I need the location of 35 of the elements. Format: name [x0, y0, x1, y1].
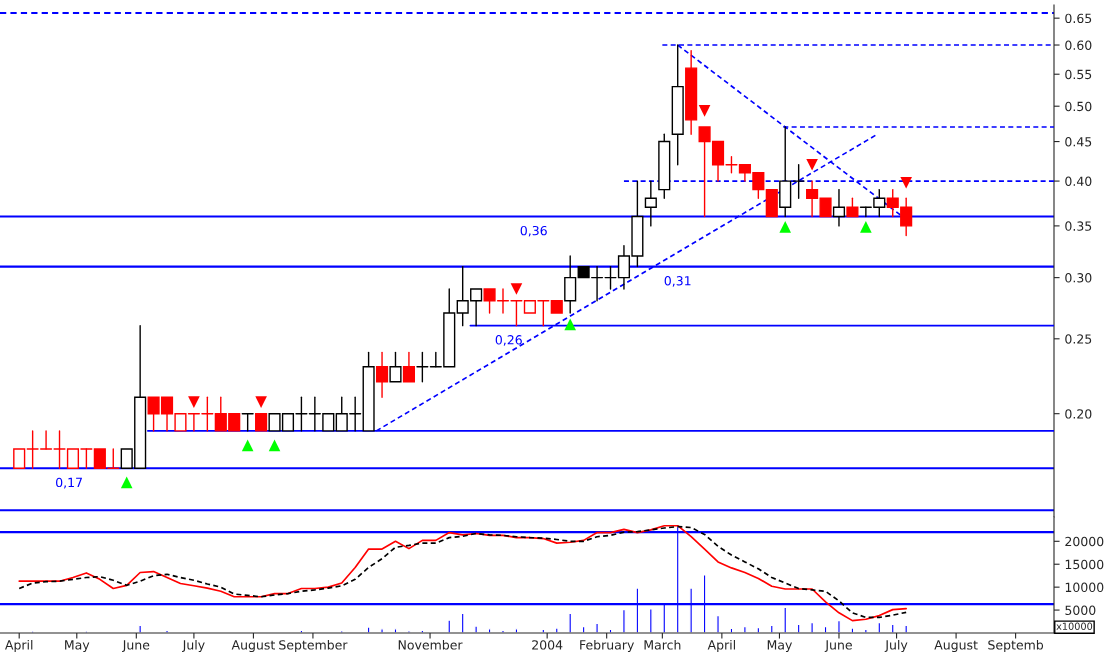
y-tick-label: 0.25	[1065, 334, 1092, 344]
x-tick-label: May	[767, 640, 793, 652]
y-tick-label: 0.65	[1065, 13, 1092, 24]
x-tick-label: June	[122, 640, 150, 652]
y-tick-label: 15000	[1065, 559, 1104, 570]
x-tick-label: May	[65, 640, 90, 652]
y-tick-label: 5000	[1065, 605, 1096, 615]
y-tick-label: 0.60	[1065, 40, 1092, 50]
y-tick-label: 0.35	[1065, 221, 1092, 231]
y-axis-title: x10000	[1056, 622, 1093, 630]
annotation: 0,26	[495, 335, 522, 346]
x-tick-label: August	[934, 640, 978, 652]
y-tick-label: 0.40	[1065, 176, 1092, 187]
x-tick-label: March	[644, 639, 681, 650]
x-tick-label: February	[580, 639, 634, 652]
x-tick-label: Septemb	[988, 639, 1044, 652]
y-tick-label: 0.55	[1065, 69, 1092, 80]
x-tick-label: August	[231, 640, 275, 652]
x-tick-label: July	[884, 639, 908, 652]
annotation: 0,31	[664, 276, 691, 287]
annotation: 0,17	[56, 477, 82, 489]
x-tick-label: June	[824, 640, 852, 652]
y-tick-label: 0.30	[1065, 273, 1092, 283]
x-tick-label: April	[5, 639, 33, 652]
y-tick-label: 10000	[1065, 582, 1104, 593]
y-tick-label: 0.45	[1065, 137, 1092, 147]
annotation: 0,36	[520, 225, 547, 237]
x-tick-label: April	[707, 639, 735, 652]
y-tick-label: 20000	[1065, 536, 1104, 547]
x-tick-label: September	[279, 639, 348, 652]
y-tick-label: 0.20	[1065, 409, 1092, 419]
y-tick-label: 0.50	[1065, 101, 1092, 112]
x-tick-label: July	[182, 639, 205, 652]
x-tick-label: 2004	[532, 640, 563, 650]
x-tick-label: November	[398, 639, 463, 650]
